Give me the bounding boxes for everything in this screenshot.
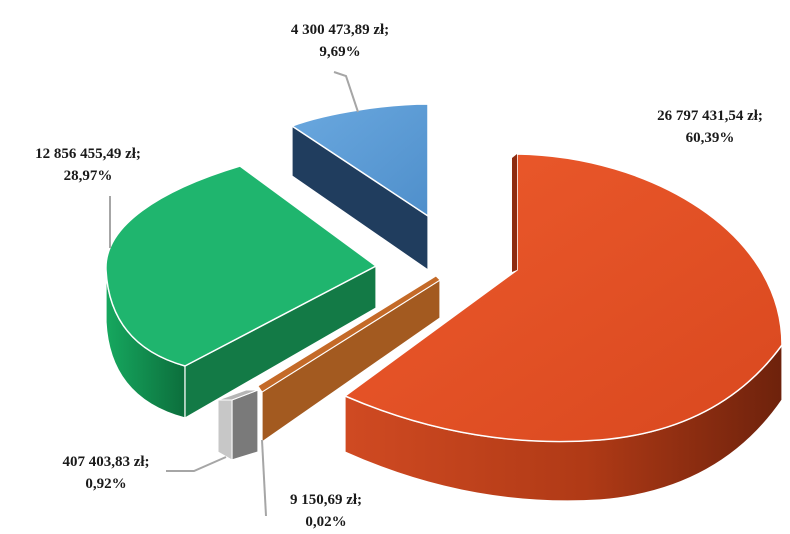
slice-grey-top	[217, 389, 259, 401]
data-label-brown-percent: 0,02%	[305, 514, 346, 530]
data-label-red-value: 26 797 431,54 zł;	[657, 108, 763, 124]
slice-green-top	[105, 165, 378, 367]
slice-grey-side	[231, 389, 259, 461]
data-label-green-value: 12 856 455,49 zł;	[35, 146, 141, 162]
slice-blue-top	[290, 103, 429, 218]
data-label-red-percent: 60,39%	[686, 130, 735, 146]
slice-blue	[290, 103, 429, 272]
data-label-grey-value: 407 403,83 zł;	[62, 454, 149, 470]
leader-line-brown	[261, 439, 267, 517]
leader-line-blue	[333, 71, 359, 113]
leader-line-grey	[166, 456, 227, 472]
data-label-grey-percent: 0,92%	[85, 476, 126, 492]
slice-grey-face	[217, 399, 233, 461]
slice-red-top	[343, 153, 783, 443]
slice-red-cut-side	[512, 154, 517, 272]
data-label-blue-percent: 9,69%	[319, 44, 360, 60]
slice-brown	[257, 275, 441, 444]
slice-grey	[217, 389, 259, 461]
data-label-blue-value: 4 300 473,89 zł;	[291, 22, 389, 38]
slice-red	[343, 153, 783, 502]
slice-brown-top	[257, 275, 441, 393]
data-label-green-percent: 28,97%	[64, 168, 113, 184]
slice-green	[105, 165, 378, 420]
data-label-brown-value: 9 150,69 zł;	[290, 492, 362, 508]
